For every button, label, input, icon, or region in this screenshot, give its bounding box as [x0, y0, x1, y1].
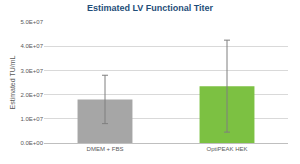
svg-text:DMEM + FBS: DMEM + FBS: [87, 146, 124, 152]
svg-text:Estimated LV Functional Titer: Estimated LV Functional Titer: [87, 3, 214, 13]
svg-text:4.0E+07: 4.0E+07: [20, 43, 43, 49]
svg-text:0.0E+00: 0.0E+00: [20, 140, 43, 146]
svg-text:5.0E+07: 5.0E+07: [20, 19, 43, 25]
svg-text:Estimated TU/mL: Estimated TU/mL: [9, 55, 16, 109]
svg-text:1.0E+07: 1.0E+07: [20, 116, 43, 122]
svg-text:3.0E+07: 3.0E+07: [20, 68, 43, 74]
svg-text:2.0E+07: 2.0E+07: [20, 92, 43, 98]
svg-text:OptiPEAK HEK: OptiPEAK HEK: [206, 146, 247, 152]
